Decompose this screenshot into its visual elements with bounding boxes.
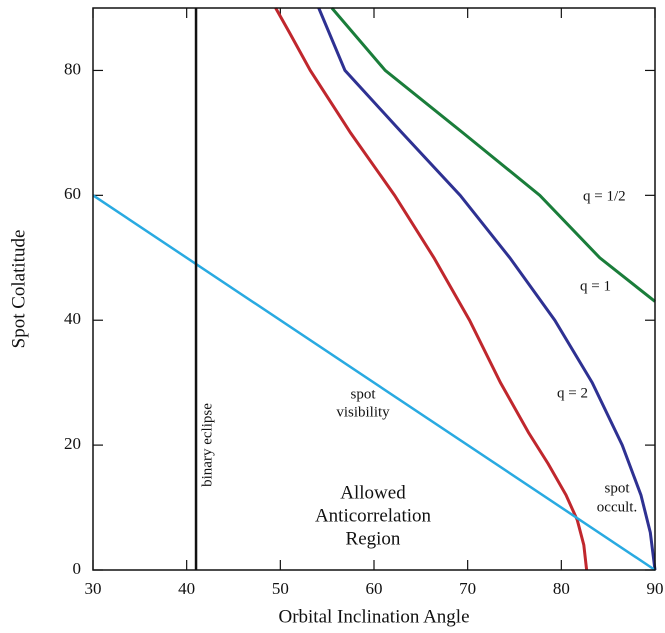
annotation: Region [346, 528, 401, 549]
y-tick-label: 40 [64, 309, 81, 328]
y-tick-label: 20 [64, 434, 81, 453]
annotation: Allowed [340, 482, 406, 503]
x-tick-label: 50 [272, 579, 289, 598]
y-tick-label: 80 [64, 59, 81, 78]
plot-frame [92, 7, 656, 571]
series-label: q = 1/2 [583, 188, 626, 204]
y-tick-label: 0 [73, 559, 82, 578]
x-tick-label: 30 [85, 579, 102, 598]
series-label: q = 2 [557, 385, 588, 401]
annotation: visibility [336, 404, 390, 420]
annotation: binary eclipse [199, 403, 215, 487]
series-line [92, 194, 656, 572]
x-axis-title: Orbital Inclination Angle [278, 606, 469, 627]
x-tick-label: 80 [553, 579, 570, 598]
series-line [317, 7, 657, 571]
y-tick-label: 60 [64, 184, 81, 203]
x-tick-label: 70 [459, 579, 476, 598]
annotation: spot [604, 480, 630, 496]
x-tick-label: 60 [366, 579, 383, 598]
x-tick-label: 90 [647, 579, 664, 598]
series-label: q = 1 [580, 278, 611, 294]
annotation: spot [350, 386, 376, 402]
series-line [274, 7, 589, 571]
y-axis-title: Spot Colatitude [8, 230, 29, 349]
series-line [330, 7, 656, 303]
x-tick-label: 40 [178, 579, 195, 598]
annotation: Anticorrelation [315, 505, 432, 526]
annotation: occult. [597, 499, 637, 515]
